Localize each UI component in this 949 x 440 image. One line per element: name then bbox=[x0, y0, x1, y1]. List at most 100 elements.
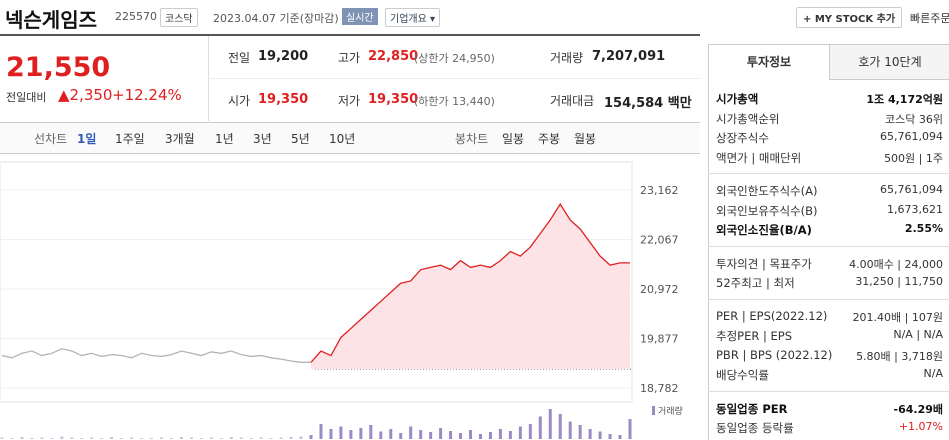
tab[interactable]: 10년 bbox=[329, 132, 356, 146]
volume-bar bbox=[359, 428, 363, 439]
summary-value: 19,200 bbox=[258, 49, 309, 64]
summary-value: 154,584 백만 bbox=[604, 96, 692, 111]
summary-label: 거래량 bbox=[550, 51, 584, 65]
volume-bar bbox=[469, 430, 473, 439]
invest-label: 52주최고 | 최저 bbox=[716, 276, 795, 290]
change-label: 전일대비 bbox=[6, 91, 47, 104]
summary-value: 7,207,091 bbox=[592, 49, 666, 64]
tab[interactable]: 1주일 bbox=[115, 132, 145, 146]
volume-bar bbox=[189, 437, 193, 439]
volume-bar bbox=[90, 437, 94, 439]
volume-bar bbox=[439, 428, 443, 439]
stock-code: 225570 bbox=[115, 10, 157, 23]
volume-bar bbox=[429, 432, 433, 439]
date: 2023.04.07 기준(장마감) bbox=[213, 12, 339, 25]
volume-bar bbox=[40, 437, 44, 439]
legend-label: 거래량 bbox=[658, 405, 683, 417]
invest-value: 65,761,094 bbox=[880, 183, 943, 196]
volume-bar bbox=[379, 431, 383, 439]
volume-bar bbox=[598, 431, 602, 439]
summary-label: 저가 bbox=[338, 94, 361, 108]
volume-bar bbox=[528, 424, 532, 439]
tab[interactable]: 일봉 bbox=[502, 132, 525, 146]
realtime-button[interactable]: 실시간 bbox=[342, 8, 378, 25]
volume-bar bbox=[0, 437, 4, 439]
summary-note: (하한가 13,440) bbox=[414, 95, 495, 108]
volume-bar bbox=[548, 409, 552, 439]
legend-swatch bbox=[652, 406, 655, 415]
invest-value: 코스닥 36위 bbox=[885, 112, 943, 126]
header-rule bbox=[0, 34, 700, 36]
summary-label: 고가 bbox=[338, 51, 361, 65]
tab-active[interactable]: 투자정보 bbox=[746, 55, 792, 69]
volume-bar bbox=[289, 437, 293, 439]
company-info[interactable]: 기업개요 ▾ bbox=[385, 8, 440, 27]
change: ▲2,350 bbox=[58, 86, 113, 104]
volume-bar bbox=[329, 429, 333, 439]
mystock-button[interactable]: + MY STOCK 추가 bbox=[796, 7, 903, 28]
summary-value: 19,350 bbox=[258, 92, 309, 107]
tab[interactable]: 주봉 bbox=[538, 132, 561, 146]
volume-bar bbox=[628, 419, 632, 439]
summary-label: 거래대금 bbox=[550, 94, 595, 108]
volume-bar bbox=[419, 430, 423, 439]
volume-bar bbox=[279, 437, 283, 439]
invest-label: PBR | BPS (2022.12) bbox=[716, 347, 833, 362]
volume-bar bbox=[299, 436, 303, 439]
tab[interactable]: 3년 bbox=[253, 132, 272, 146]
separator bbox=[708, 173, 949, 174]
volume-bar bbox=[568, 421, 572, 439]
invest-label: 외국인보유주식수(B) bbox=[716, 203, 818, 218]
volume-bar bbox=[60, 436, 64, 439]
volume-bar bbox=[259, 437, 263, 439]
invest-label: 액면가 | 매매단위 bbox=[716, 150, 802, 165]
y-tick-label: 23,162 bbox=[640, 184, 679, 197]
summary-value: 19,350 bbox=[368, 92, 419, 107]
tab[interactable]: 호가 10단계 bbox=[829, 45, 949, 80]
invest-panel bbox=[708, 44, 949, 440]
invest-label: 외국인소진율(B/A) bbox=[716, 223, 812, 237]
tab-label: 선차트 bbox=[34, 132, 68, 146]
volume-bar bbox=[339, 426, 343, 439]
volume-bar bbox=[478, 434, 482, 439]
quick-order[interactable]: 빠른주문 bbox=[910, 12, 949, 25]
tab[interactable]: 1년 bbox=[215, 132, 234, 146]
invest-value: -64.29배 bbox=[893, 402, 943, 416]
invest-value: +1.07% bbox=[898, 420, 943, 433]
volume-bar bbox=[309, 435, 313, 439]
market-badge: 코스닥 bbox=[160, 8, 198, 27]
invest-value: 4.00매수 | 24,000 bbox=[849, 257, 943, 271]
chart-tabs bbox=[0, 122, 700, 154]
tab[interactable]: 월봉 bbox=[574, 132, 597, 146]
price-area bbox=[311, 204, 630, 370]
volume-bar bbox=[239, 437, 243, 439]
tab[interactable]: 5년 bbox=[291, 132, 310, 146]
volume-bar bbox=[20, 437, 24, 439]
tab[interactable]: 3개월 bbox=[165, 132, 195, 146]
summary-value: 22,850 bbox=[368, 49, 419, 64]
invest-label: 동일업종 PER bbox=[716, 401, 788, 416]
summary-label: 전일 bbox=[228, 51, 251, 65]
invest-value: 31,250 | 11,750 bbox=[855, 275, 943, 288]
price-line bbox=[1, 348, 312, 363]
volume-bar bbox=[588, 429, 592, 439]
volume-bar bbox=[409, 426, 413, 439]
volume-bar bbox=[389, 429, 393, 439]
tab[interactable]: 1일 bbox=[77, 132, 97, 146]
invest-value: 1조 4,172억원 bbox=[866, 93, 943, 106]
y-tick-label: 20,972 bbox=[640, 283, 679, 296]
volume-bar bbox=[229, 437, 233, 439]
invest-label: 시가총액순위 bbox=[716, 111, 780, 126]
volume-bar bbox=[508, 431, 512, 439]
volume-bar bbox=[578, 425, 582, 439]
volume-bar bbox=[449, 431, 453, 439]
invest-value: 2.55% bbox=[904, 222, 943, 235]
volume-bar bbox=[498, 429, 502, 439]
volume-bar bbox=[538, 416, 542, 439]
invest-value: 5.80배 | 3,718원 bbox=[856, 349, 943, 363]
invest-label: PER | EPS(2022.12) bbox=[716, 308, 828, 323]
y-tick-label: 19,877 bbox=[640, 333, 679, 346]
y-tick-label: 22,067 bbox=[640, 234, 679, 247]
volume-bar bbox=[399, 433, 403, 439]
